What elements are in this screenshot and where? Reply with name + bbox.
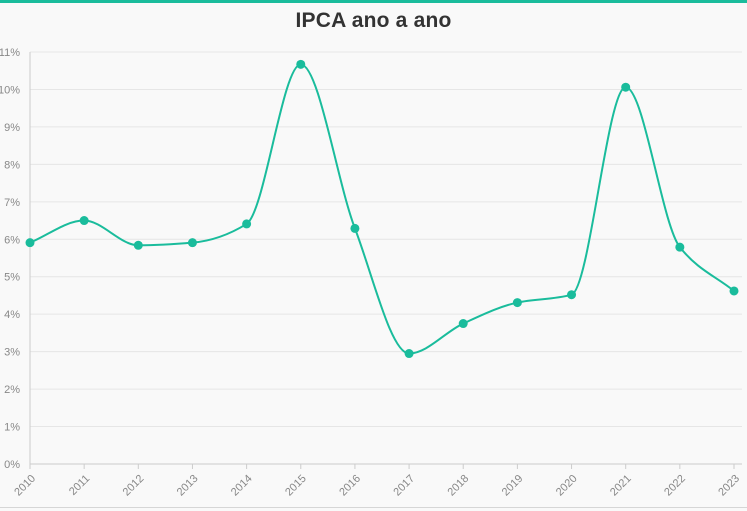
y-tick-label: 7% bbox=[4, 197, 20, 209]
x-tick-label: 2013 bbox=[175, 473, 201, 499]
line-chart: 0%1%2%3%4%5%6%7%8%9%10%11% 2010 2011 2012 2… bbox=[0, 47, 742, 498]
data-point[interactable] bbox=[242, 219, 252, 229]
y-tick-label: 0% bbox=[4, 459, 20, 471]
y-tick-label: 2% bbox=[4, 384, 20, 396]
data-point[interactable] bbox=[350, 223, 360, 233]
x-tick-label: 2010 bbox=[12, 473, 38, 499]
x-tick-label: 2015 bbox=[283, 473, 309, 499]
y-tick-label: 5% bbox=[4, 272, 20, 284]
data-point[interactable] bbox=[512, 298, 522, 308]
y-tick-label: 1% bbox=[4, 422, 20, 434]
x-tick-label: 2016 bbox=[337, 473, 363, 499]
y-tick-label: 6% bbox=[4, 234, 20, 246]
series-line bbox=[29, 63, 735, 355]
y-tick-label: 10% bbox=[0, 84, 20, 96]
chart-title: IPCA ano a ano bbox=[295, 9, 452, 32]
data-point[interactable] bbox=[187, 238, 197, 248]
data-point[interactable] bbox=[675, 242, 685, 252]
data-point[interactable] bbox=[404, 349, 414, 359]
y-tick-label: 3% bbox=[4, 347, 20, 359]
data-point[interactable] bbox=[133, 240, 143, 250]
x-tick-label: 2021 bbox=[608, 473, 634, 499]
y-tick-label: 9% bbox=[4, 122, 20, 134]
data-point[interactable] bbox=[296, 59, 306, 69]
x-tick-label: 2011 bbox=[67, 473, 92, 498]
x-tick-label: 2014 bbox=[229, 473, 255, 499]
x-tick-label: 2018 bbox=[446, 473, 472, 499]
x-tick-label: 2023 bbox=[716, 473, 742, 499]
x-tick-label: 2020 bbox=[554, 473, 580, 499]
grid-lines bbox=[29, 51, 742, 465]
y-tick-label: 11% bbox=[0, 47, 20, 59]
x-axis-ticks: 2010 2011 2012 2013 2014 2015 2016 2017 2018 2019… bbox=[12, 464, 742, 498]
y-tick-label: 8% bbox=[4, 159, 20, 171]
x-tick-label: 2019 bbox=[500, 473, 526, 499]
y-tick-label: 4% bbox=[4, 309, 20, 321]
x-tick-label: 2012 bbox=[121, 473, 147, 499]
x-tick-label: 2017 bbox=[391, 473, 417, 499]
data-point[interactable] bbox=[79, 216, 89, 226]
x-tick-label: 2022 bbox=[662, 473, 688, 499]
data-point[interactable] bbox=[25, 238, 35, 248]
data-point[interactable] bbox=[567, 290, 577, 300]
data-point[interactable] bbox=[458, 319, 468, 329]
data-point[interactable] bbox=[621, 82, 631, 92]
data-point[interactable] bbox=[729, 286, 739, 296]
data-points bbox=[25, 59, 739, 359]
y-axis-ticks: 0% 1% 2% 3% 4% 5% 6% 7% 8% 9% 10% 11% bbox=[0, 47, 20, 471]
